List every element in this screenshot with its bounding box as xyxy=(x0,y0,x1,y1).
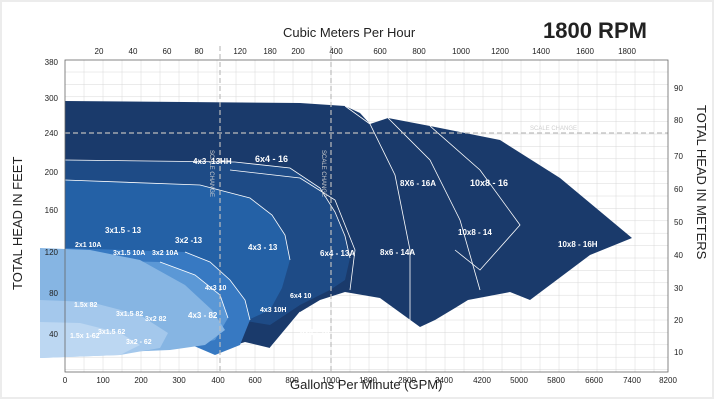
scale-change-label-3: SCALE CHANGE xyxy=(530,126,577,132)
region-label: 1.5x 82 xyxy=(74,302,97,309)
x-tick-label: 8200 xyxy=(659,376,677,385)
x-tick-label: 5000 xyxy=(510,376,528,385)
y2-tick-label: 70 xyxy=(674,152,683,161)
chart-title: 1800 RPM xyxy=(543,18,647,43)
region-label: 10x8 - 16H xyxy=(558,240,598,249)
x-tick-label: 4200 xyxy=(473,376,491,385)
x2-tick-label: 1400 xyxy=(532,47,550,56)
y2-tick-label: 60 xyxy=(674,185,683,194)
x2-tick-label: 80 xyxy=(195,47,204,56)
regions xyxy=(40,101,632,358)
region-label: 1.5x 1-62 xyxy=(70,333,100,340)
y-tick-label: 40 xyxy=(49,330,58,339)
region-label: 4x3 - 82 xyxy=(188,311,218,320)
y-axis-label: TOTAL HEAD IN FEET xyxy=(10,157,25,290)
x-tick-label: 5800 xyxy=(547,376,565,385)
region-label: 6x4 - 13A xyxy=(320,249,355,258)
x-tick-label: 7400 xyxy=(623,376,641,385)
x2-tick-label: 40 xyxy=(129,47,138,56)
x2-tick-label: 1800 xyxy=(618,47,636,56)
x2-tick-label: 400 xyxy=(329,47,343,56)
y-tick-label: 120 xyxy=(45,248,59,257)
x-tick-label: 300 xyxy=(172,376,186,385)
x-axis-ticks: 0 100 200 300 400 600 800 1000 1800 2800 3400 4200 5… xyxy=(63,376,678,385)
y2-tick-label: 90 xyxy=(674,84,683,93)
x-tick-label: 6600 xyxy=(585,376,603,385)
x2-tick-label: 120 xyxy=(233,47,247,56)
x-tick-label: 3400 xyxy=(435,376,453,385)
x-tick-label: 2800 xyxy=(398,376,416,385)
x-tick-label: 600 xyxy=(248,376,262,385)
top-axis-label: Cubic Meters Per Hour xyxy=(283,25,416,40)
x2-tick-label: 200 xyxy=(291,47,305,56)
region-label: 3x2 -13 xyxy=(175,236,203,245)
y2-tick-label: 30 xyxy=(674,284,683,293)
y2-tick-label: 40 xyxy=(674,251,683,260)
region-label: 3x1.5 62 xyxy=(98,329,125,336)
y2-tick-label: 20 xyxy=(674,316,683,325)
region-label: 3x2 10A xyxy=(152,250,178,257)
region-label: 4x3 10H xyxy=(260,307,286,314)
x2-axis-ticks: 20 40 60 80 120 180 200 400 600 800 1000 1200 1400 16… xyxy=(95,47,637,56)
x-tick-label: 200 xyxy=(134,376,148,385)
scale-change-lines xyxy=(65,46,668,372)
y-axis-ticks: 40 80 120 160 200 240 300 380 xyxy=(45,58,59,339)
y2-axis-label: TOTAL HEAD IN METERS xyxy=(694,105,709,260)
y-tick-label: 240 xyxy=(45,129,59,138)
region-label: 6x4 - 16 xyxy=(255,154,288,164)
region-label: 3x2 82 xyxy=(145,316,167,323)
x2-tick-label: 600 xyxy=(373,47,387,56)
x2-tick-label: 20 xyxy=(95,47,104,56)
x2-tick-label: 60 xyxy=(163,47,172,56)
y-tick-label: 300 xyxy=(45,94,59,103)
y-tick-label: 380 xyxy=(45,58,59,67)
x2-tick-label: 1200 xyxy=(491,47,509,56)
x2-tick-label: 800 xyxy=(412,47,426,56)
x-tick-label: 100 xyxy=(96,376,110,385)
y2-tick-label: 80 xyxy=(674,116,683,125)
region-outlines xyxy=(64,105,521,349)
region-label: 3x1.5 - 13 xyxy=(105,226,142,235)
region-labels: 10x8 - 16 10x8 - 16H 10x8 - 14 8X6 - 16A 8x6… xyxy=(70,154,598,346)
region-label: 2x1 10A xyxy=(75,242,101,249)
region-label: 10x8 - 16 xyxy=(470,178,508,188)
region-label: 3x1.5 10A xyxy=(113,250,145,257)
region-label: 4x3 10 xyxy=(205,285,227,292)
region-label: 4x3 - 13 xyxy=(248,243,278,252)
y2-axis-ticks: 10 20 30 40 50 60 70 80 90 xyxy=(674,84,683,357)
x-tick-label: 0 xyxy=(63,376,68,385)
region-label: 8X6 - 16A xyxy=(400,179,436,188)
x-tick-label: 1000 xyxy=(322,376,340,385)
x2-tick-label: 180 xyxy=(263,47,277,56)
y2-tick-label: 50 xyxy=(674,218,683,227)
y-tick-label: 160 xyxy=(45,206,59,215)
x-tick-label: 400 xyxy=(211,376,225,385)
plot-frame xyxy=(64,59,669,373)
region-label: 8x6 - 14A xyxy=(380,248,415,257)
x2-tick-label: 1600 xyxy=(576,47,594,56)
region-label: 3x1.5 82 xyxy=(116,311,143,318)
x-axis-label: Gallons Per Minute (GPM) xyxy=(290,377,442,392)
x-tick-label: 800 xyxy=(285,376,299,385)
y-tick-label: 80 xyxy=(49,289,58,298)
y2-tick-label: 10 xyxy=(674,348,683,357)
scale-change-label-2: SCALE CHANGE xyxy=(320,150,326,197)
region-label: 10x8 - 14 xyxy=(458,228,492,237)
region-label: 3x2 - 62 xyxy=(126,339,152,346)
region-label: 6x4 - 16 xyxy=(300,328,330,337)
region-label: 6x4 10 xyxy=(290,293,312,300)
x-tick-label: 1800 xyxy=(359,376,377,385)
scale-change-label-1: SCALE CHANGE xyxy=(208,150,214,197)
x2-tick-label: 1000 xyxy=(452,47,470,56)
region-label: 4x3 -13HH xyxy=(193,157,232,166)
y-tick-label: 200 xyxy=(45,168,59,177)
